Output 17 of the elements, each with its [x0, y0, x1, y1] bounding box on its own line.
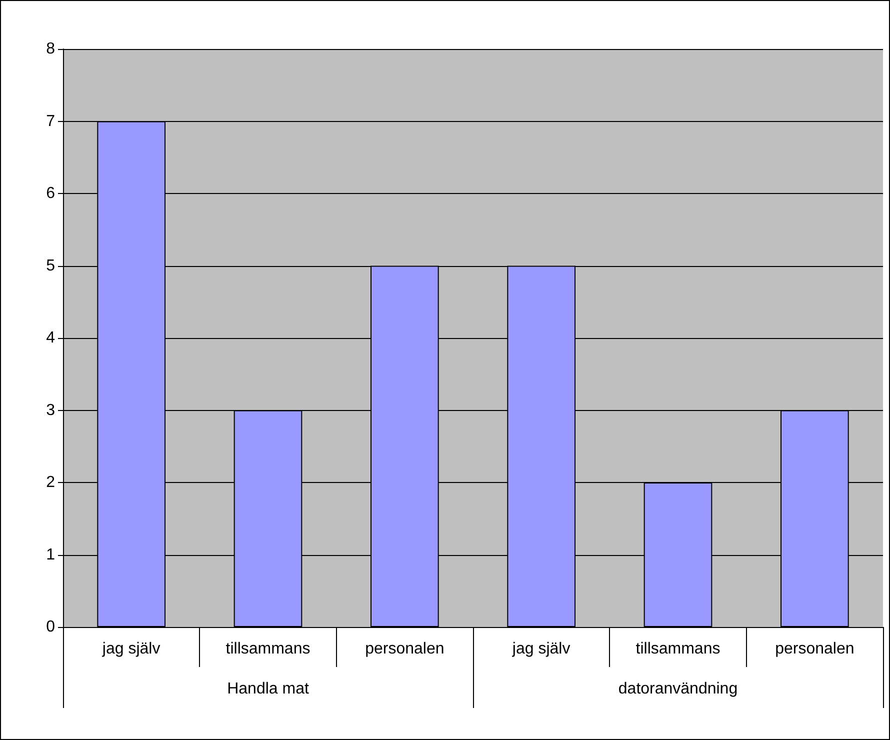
x-tick-label: tillsammans [226, 640, 310, 658]
y-tick-label: 8 [46, 40, 56, 58]
y-tick-label: 7 [46, 112, 56, 130]
x-tick-label: jag själv [101, 640, 160, 658]
x-tick-label: jag själv [511, 640, 570, 658]
y-tick-label: 4 [46, 330, 56, 346]
y-tick-label: 2 [46, 474, 56, 491]
x-tick-label: personalen [775, 640, 854, 658]
text: Handla mat [227, 680, 310, 698]
y-tick-label: 5 [46, 257, 56, 274]
y-tick-label: 1 [46, 546, 56, 564]
x-tick-label: personalen [365, 640, 444, 658]
x-tick-label: tillsammans [636, 640, 720, 658]
y-tick-label: 6 [46, 185, 56, 202]
y-tick-label: 3 [46, 402, 56, 419]
text: datoranvändning [618, 680, 738, 698]
y-tick-label: 0 [46, 618, 56, 636]
